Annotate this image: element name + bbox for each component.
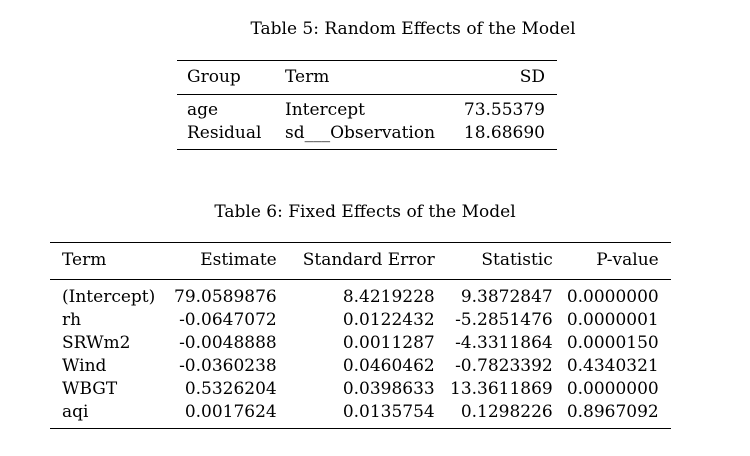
header-standard-error: Standard Error (302, 250, 435, 270)
cell-standard-error: 0.0011287 (342, 333, 435, 353)
cell-standard-error: 8.4219228 (342, 287, 435, 307)
header-statistic: Statistic (481, 250, 553, 270)
cell-statistic: -4.3311864 (455, 333, 553, 353)
cell-p-value: 0.0000000 (566, 287, 659, 307)
table-row: WBGT 0.5326204 0.0398633 13.3611869 0.00… (50, 378, 671, 401)
table-row: SRWm2 -0.0048888 0.0011287 -4.3311864 0.… (50, 332, 671, 355)
table-5-caption: Table 5: Random Effects of the Model (250, 19, 576, 39)
cell-estimate: 0.0017624 (184, 402, 277, 422)
table-6-caption: Table 6: Fixed Effects of the Model (214, 202, 516, 222)
cell-term: SRWm2 (62, 333, 131, 353)
cell-estimate: 0.5326204 (184, 379, 277, 399)
cell-standard-error: 0.0398633 (342, 379, 435, 399)
fixed-effects-table: Term Estimate Standard Error Statistic P… (50, 242, 671, 429)
header-p-value: P-value (596, 250, 659, 270)
cell-statistic: -0.7823392 (455, 356, 553, 376)
cell-estimate: -0.0048888 (179, 333, 277, 353)
cell-term: Intercept (285, 100, 365, 120)
table-row: Wind -0.0360238 0.0460462 -0.7823392 0.4… (50, 355, 671, 378)
cell-p-value: 0.0000000 (566, 379, 659, 399)
cell-term: Wind (62, 356, 107, 376)
cell-standard-error: 0.0460462 (342, 356, 435, 376)
table-row: Residual sd___Observation 18.68690 (177, 122, 557, 150)
cell-p-value: 0.0000001 (566, 310, 659, 330)
cell-term: rh (62, 310, 82, 330)
table-row: rh -0.0647072 0.0122432 -5.2851476 0.000… (50, 309, 671, 332)
table-row: age Intercept 73.55379 (177, 95, 557, 123)
cell-estimate: -0.0647072 (179, 310, 277, 330)
header-term: Term (62, 250, 107, 270)
cell-statistic: 13.3611869 (450, 379, 553, 399)
cell-standard-error: 0.0135754 (342, 402, 435, 422)
cell-sd: 18.68690 (463, 123, 545, 143)
cell-p-value: 0.8967092 (566, 402, 659, 422)
header-group: Group (187, 67, 241, 87)
cell-group: Residual (187, 123, 262, 143)
header-sd: SD (519, 67, 545, 87)
cell-standard-error: 0.0122432 (342, 310, 435, 330)
cell-sd: 73.55379 (463, 100, 545, 120)
table-header-row: Term Estimate Standard Error Statistic P… (50, 243, 671, 280)
cell-statistic: 0.1298226 (460, 402, 553, 422)
cell-statistic: -5.2851476 (455, 310, 553, 330)
cell-term: sd___Observation (285, 123, 436, 143)
cell-estimate: 79.0589876 (174, 287, 277, 307)
table-row: (Intercept) 79.0589876 8.4219228 9.38728… (50, 280, 671, 310)
header-term: Term (285, 67, 330, 87)
random-effects-table: Group Term SD age Intercept 73.55379 Res… (177, 60, 557, 150)
cell-term: WBGT (62, 379, 118, 399)
header-estimate: Estimate (200, 250, 277, 270)
table-row: aqi 0.0017624 0.0135754 0.1298226 0.8967… (50, 401, 671, 429)
cell-term: (Intercept) (62, 287, 156, 307)
cell-group: age (187, 100, 219, 120)
cell-estimate: -0.0360238 (179, 356, 277, 376)
cell-statistic: 9.3872847 (460, 287, 553, 307)
cell-p-value: 0.0000150 (566, 333, 659, 353)
table-header-row: Group Term SD (177, 61, 557, 95)
cell-p-value: 0.4340321 (566, 356, 659, 376)
cell-term: aqi (62, 402, 89, 422)
